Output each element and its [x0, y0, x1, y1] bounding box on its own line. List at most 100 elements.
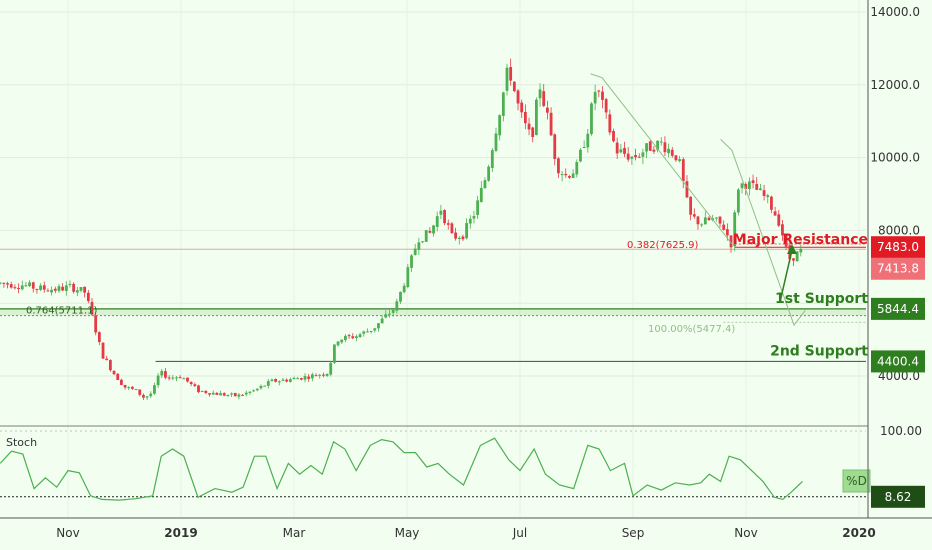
- candle-body: [564, 173, 568, 176]
- candle-body: [351, 336, 355, 339]
- stochastic-pane: 100.00 %D: [0, 424, 922, 501]
- candle-body: [461, 236, 465, 240]
- candle-body: [119, 379, 123, 385]
- candle-body: [373, 328, 377, 331]
- candle-body: [792, 258, 795, 261]
- candle-body: [531, 127, 535, 138]
- candle-body: [252, 390, 256, 392]
- candle-body: [281, 379, 285, 381]
- candle-body: [582, 147, 586, 149]
- candle-body: [685, 181, 689, 198]
- candle-body: [266, 381, 270, 386]
- candle-body: [421, 241, 424, 243]
- candle-body: [377, 323, 380, 329]
- candle-body: [226, 395, 230, 397]
- candle-body: [171, 377, 175, 379]
- candle-body: [428, 230, 432, 233]
- candle-body: [479, 187, 483, 202]
- candle-body: [340, 339, 344, 343]
- fib-764-label: 0.764(5711.1): [26, 306, 98, 317]
- candle-body: [534, 99, 538, 135]
- candle-body: [770, 196, 773, 210]
- candle-body: [233, 393, 237, 397]
- candle-body: [667, 148, 670, 154]
- price-tags: 7483.0 7413.8 5844.4 4400.4 8.62: [871, 236, 925, 508]
- candle-body: [601, 91, 604, 100]
- candle-body: [259, 385, 263, 389]
- candle-body: [362, 331, 366, 334]
- candle-body: [443, 210, 446, 224]
- stoch-d-line: [0, 437, 803, 501]
- candle-body: [153, 385, 156, 394]
- candle-body: [465, 223, 469, 239]
- candle-body: [674, 155, 678, 161]
- candle-body: [321, 374, 325, 376]
- candle-body: [487, 166, 491, 181]
- candle-body: [123, 384, 127, 388]
- candle-body: [391, 309, 395, 313]
- projection-arrow: [779, 249, 793, 303]
- second-support-price-tag: 4400.4: [877, 354, 919, 368]
- candle-body: [61, 286, 65, 291]
- candle-body: [747, 181, 751, 189]
- current-price-tag: 7413.8: [877, 262, 919, 276]
- candle-body: [112, 370, 116, 375]
- second-support-label: 2nd Support: [770, 343, 868, 359]
- candle-body: [31, 282, 35, 289]
- candle-body: [542, 91, 546, 107]
- candle-body: [501, 92, 505, 116]
- candle-body: [557, 158, 560, 174]
- candle-body: [325, 373, 329, 376]
- projection-arrowhead: [787, 244, 797, 254]
- candle-body: [406, 267, 410, 288]
- candle-body: [784, 235, 788, 247]
- candle-body: [626, 153, 630, 160]
- candle-body: [402, 285, 406, 293]
- candle-body: [57, 286, 61, 291]
- candle-body: [648, 141, 652, 151]
- time-tick-label: Nov: [56, 526, 79, 540]
- candle-body: [6, 283, 9, 285]
- candle-body: [175, 377, 178, 379]
- candle-body: [560, 174, 564, 176]
- horizontal-levels: [0, 243, 866, 363]
- candle-body: [472, 216, 476, 219]
- candle-body: [46, 290, 50, 292]
- candle-body: [314, 375, 318, 377]
- candle-body: [200, 390, 204, 392]
- candle-body: [692, 214, 696, 217]
- candlestick-series: [0, 58, 803, 401]
- candle-body: [512, 81, 516, 92]
- candle-body: [454, 232, 457, 239]
- candle-body: [795, 251, 799, 262]
- candle-body: [149, 393, 153, 397]
- time-tick-label: Nov: [734, 526, 757, 540]
- candle-body: [274, 379, 278, 382]
- current-price-tag-box: [871, 257, 925, 280]
- candle-body: [641, 152, 645, 157]
- candle-body: [546, 107, 549, 113]
- fib-100-label: 100.00%(5477.4): [648, 324, 735, 335]
- candle-body: [729, 235, 733, 248]
- time-tick-label: 2020: [842, 526, 875, 540]
- candle-body: [178, 377, 182, 379]
- candle-body: [241, 394, 244, 396]
- price-grid: [0, 0, 866, 518]
- candle-body: [656, 140, 659, 150]
- time-axis[interactable]: Nov 2019 Mar May Jul Sep Nov 2020: [56, 526, 875, 540]
- candle-body: [127, 387, 131, 389]
- candle-body: [736, 189, 740, 213]
- time-tick-label: 2019: [164, 526, 197, 540]
- candle-body: [663, 142, 667, 153]
- candle-body: [329, 362, 333, 375]
- candle-body: [263, 385, 267, 387]
- second-support-price-tag-box: [871, 350, 925, 373]
- candle-body: [204, 390, 208, 393]
- candle-body: [164, 371, 167, 378]
- candle-body: [549, 112, 553, 136]
- candle-body: [498, 115, 502, 136]
- candle-body: [490, 150, 494, 169]
- candle-body: [413, 248, 417, 256]
- candle-body: [94, 315, 98, 333]
